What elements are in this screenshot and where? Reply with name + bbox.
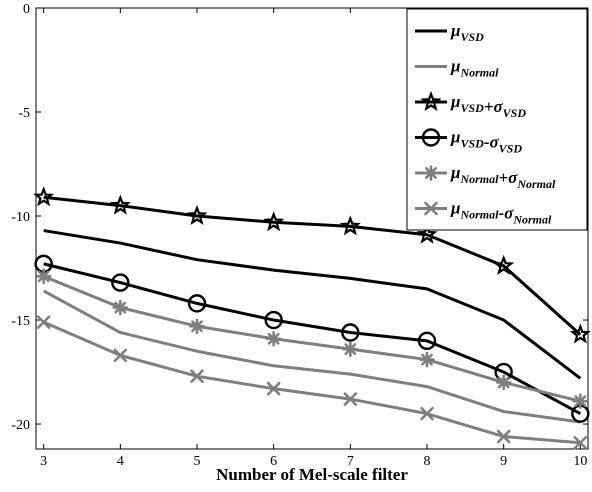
- x-tick-label: 8: [424, 454, 431, 469]
- x-axis-title: Number of Mel-scale filter: [216, 465, 408, 484]
- data-point: [109, 194, 131, 215]
- data-point: [419, 351, 435, 368]
- legend-item: μNormal: [415, 57, 499, 80]
- legend-marker: [421, 128, 441, 147]
- data-point: [572, 393, 589, 409]
- data-point: [187, 294, 207, 313]
- series-line: [43, 262, 582, 415]
- data-point: [263, 211, 285, 232]
- x-tick-label: 5: [194, 454, 201, 469]
- data-point: [416, 223, 438, 244]
- series-line: [42, 289, 581, 424]
- data-point: [266, 381, 281, 396]
- data-point: [186, 204, 208, 225]
- data-point: [417, 331, 437, 351]
- data-point: [573, 435, 588, 450]
- legend-item: μVSD+σVSD: [415, 90, 526, 120]
- data-point: [493, 254, 515, 275]
- legend-marker: [420, 90, 442, 111]
- data-point: [35, 268, 52, 285]
- y-tick-label: 0: [23, 2, 30, 17]
- series-3: [33, 186, 591, 344]
- data-point: [189, 318, 205, 335]
- legend-item: μVSD: [415, 21, 484, 44]
- plot-frame: [35, 7, 589, 450]
- data-point: [36, 315, 51, 329]
- x-tick-label: 6: [270, 454, 277, 469]
- series-line: [43, 320, 581, 445]
- series-line: [43, 195, 582, 336]
- data-point: [33, 186, 55, 207]
- legend-label: μVSD+σVSD: [450, 92, 526, 120]
- y-tick-label: -10: [11, 210, 30, 225]
- legend-label: μVSD-σVSD: [450, 128, 522, 156]
- data-point: [496, 429, 511, 444]
- series-line: [43, 229, 582, 380]
- data-point: [113, 348, 128, 363]
- data-point: [265, 330, 282, 347]
- x-tick-label: 7: [347, 454, 354, 469]
- legend-box: [406, 8, 588, 231]
- series-6: [36, 315, 588, 450]
- legend-label: μNormal-σNormal: [450, 199, 552, 227]
- series-1: [43, 229, 582, 380]
- data-point: [342, 341, 359, 357]
- legend-label: μVSD: [450, 21, 484, 44]
- series-2: [42, 289, 581, 424]
- series-line: [43, 274, 581, 403]
- x-tick-label: 10: [573, 454, 587, 469]
- series-4: [34, 254, 590, 423]
- data-point: [112, 299, 129, 316]
- legend-item: μVSD-σVSD: [415, 128, 522, 156]
- y-tick-label: -5: [18, 106, 30, 121]
- legend: μVSD μNormal μVSD+σVSD μVSD-σVSD μNormal+σNo…: [406, 8, 588, 231]
- x-tick-label: 9: [500, 454, 507, 469]
- legend-label: μNormal+σNormal: [450, 163, 556, 191]
- x-tick-label: 3: [40, 454, 47, 469]
- legend-label: μNormal: [450, 57, 499, 80]
- legend-marker: [423, 165, 439, 181]
- legend-item: μNormal+σNormal: [415, 163, 556, 191]
- legend-item: μNormal-σNormal: [415, 199, 552, 227]
- legend-marker: [424, 201, 438, 216]
- y-tick-label: -20: [11, 418, 30, 433]
- data-point: [264, 310, 283, 330]
- data-point: [111, 273, 130, 292]
- data-point: [420, 406, 434, 421]
- data-point: [343, 392, 358, 406]
- data-point: [495, 374, 512, 391]
- series-layer: [33, 186, 591, 450]
- x-tick-label: 4: [117, 454, 124, 469]
- data-point: [190, 369, 204, 383]
- axis-ticks: 3 4 5 6 7 8 9 10 0 -5 -10 -15 -20: [11, 2, 588, 469]
- data-point: [341, 323, 360, 342]
- data-point: [339, 215, 361, 236]
- data-point: [569, 323, 591, 344]
- y-tick-label: -15: [11, 314, 30, 329]
- series-5: [35, 268, 589, 409]
